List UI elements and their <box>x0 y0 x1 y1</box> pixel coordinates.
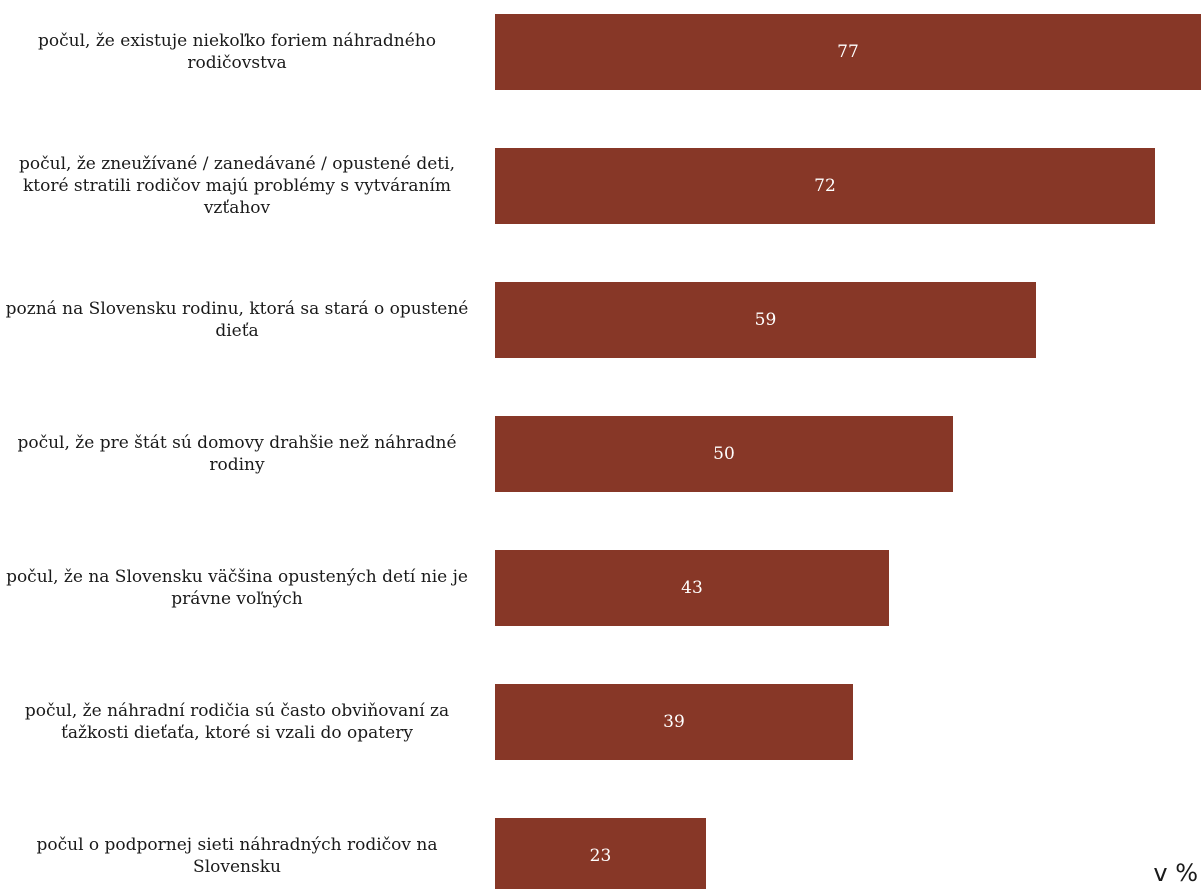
bar <box>495 416 953 492</box>
category-label-text: počul, že pre štát sú domovy drahšie než… <box>17 433 457 475</box>
bar-value-label: 50 <box>713 444 735 464</box>
category-label-text: počul o podpornej sieti náhradných rodič… <box>36 835 438 877</box>
bar <box>495 818 706 889</box>
category-label: pozná na Slovensku rodinu, ktorá sa star… <box>0 282 474 358</box>
category-label-text: pozná na Slovensku rodinu, ktorá sa star… <box>5 299 469 341</box>
bar <box>495 684 853 760</box>
category-label: počul, že na Slovensku väčšina opustenýc… <box>0 550 474 626</box>
category-label-text: počul, že existuje niekoľko foriem náhra… <box>38 31 436 73</box>
category-label: počul, že existuje niekoľko foriem náhra… <box>0 14 474 90</box>
category-label: počul, že pre štát sú domovy drahšie než… <box>0 416 474 492</box>
bar-value-label: 23 <box>589 846 612 866</box>
bar-value-label: 59 <box>754 310 777 330</box>
unit-label: v % <box>1153 859 1198 887</box>
category-label: počul, že náhradní rodičia sú často obvi… <box>0 684 474 760</box>
bar-value-label: 72 <box>814 176 836 196</box>
category-label-text: počul, že náhradní rodičia sú často obvi… <box>24 701 450 743</box>
bar-value-label: 39 <box>663 712 685 732</box>
bar <box>495 14 1201 90</box>
category-label: počul, že zneužívané / zanedávané / opus… <box>0 148 474 224</box>
bar-value-label: 77 <box>837 42 859 62</box>
bar <box>495 282 1036 358</box>
bar <box>495 550 889 626</box>
bar <box>495 148 1155 224</box>
category-label: počul o podpornej sieti náhradných rodič… <box>0 818 474 889</box>
category-label-text: počul, že na Slovensku väčšina opustenýc… <box>6 567 468 609</box>
bar-value-label: 43 <box>681 578 703 598</box>
category-label-text: počul, že zneužívané / zanedávané / opus… <box>19 154 455 218</box>
